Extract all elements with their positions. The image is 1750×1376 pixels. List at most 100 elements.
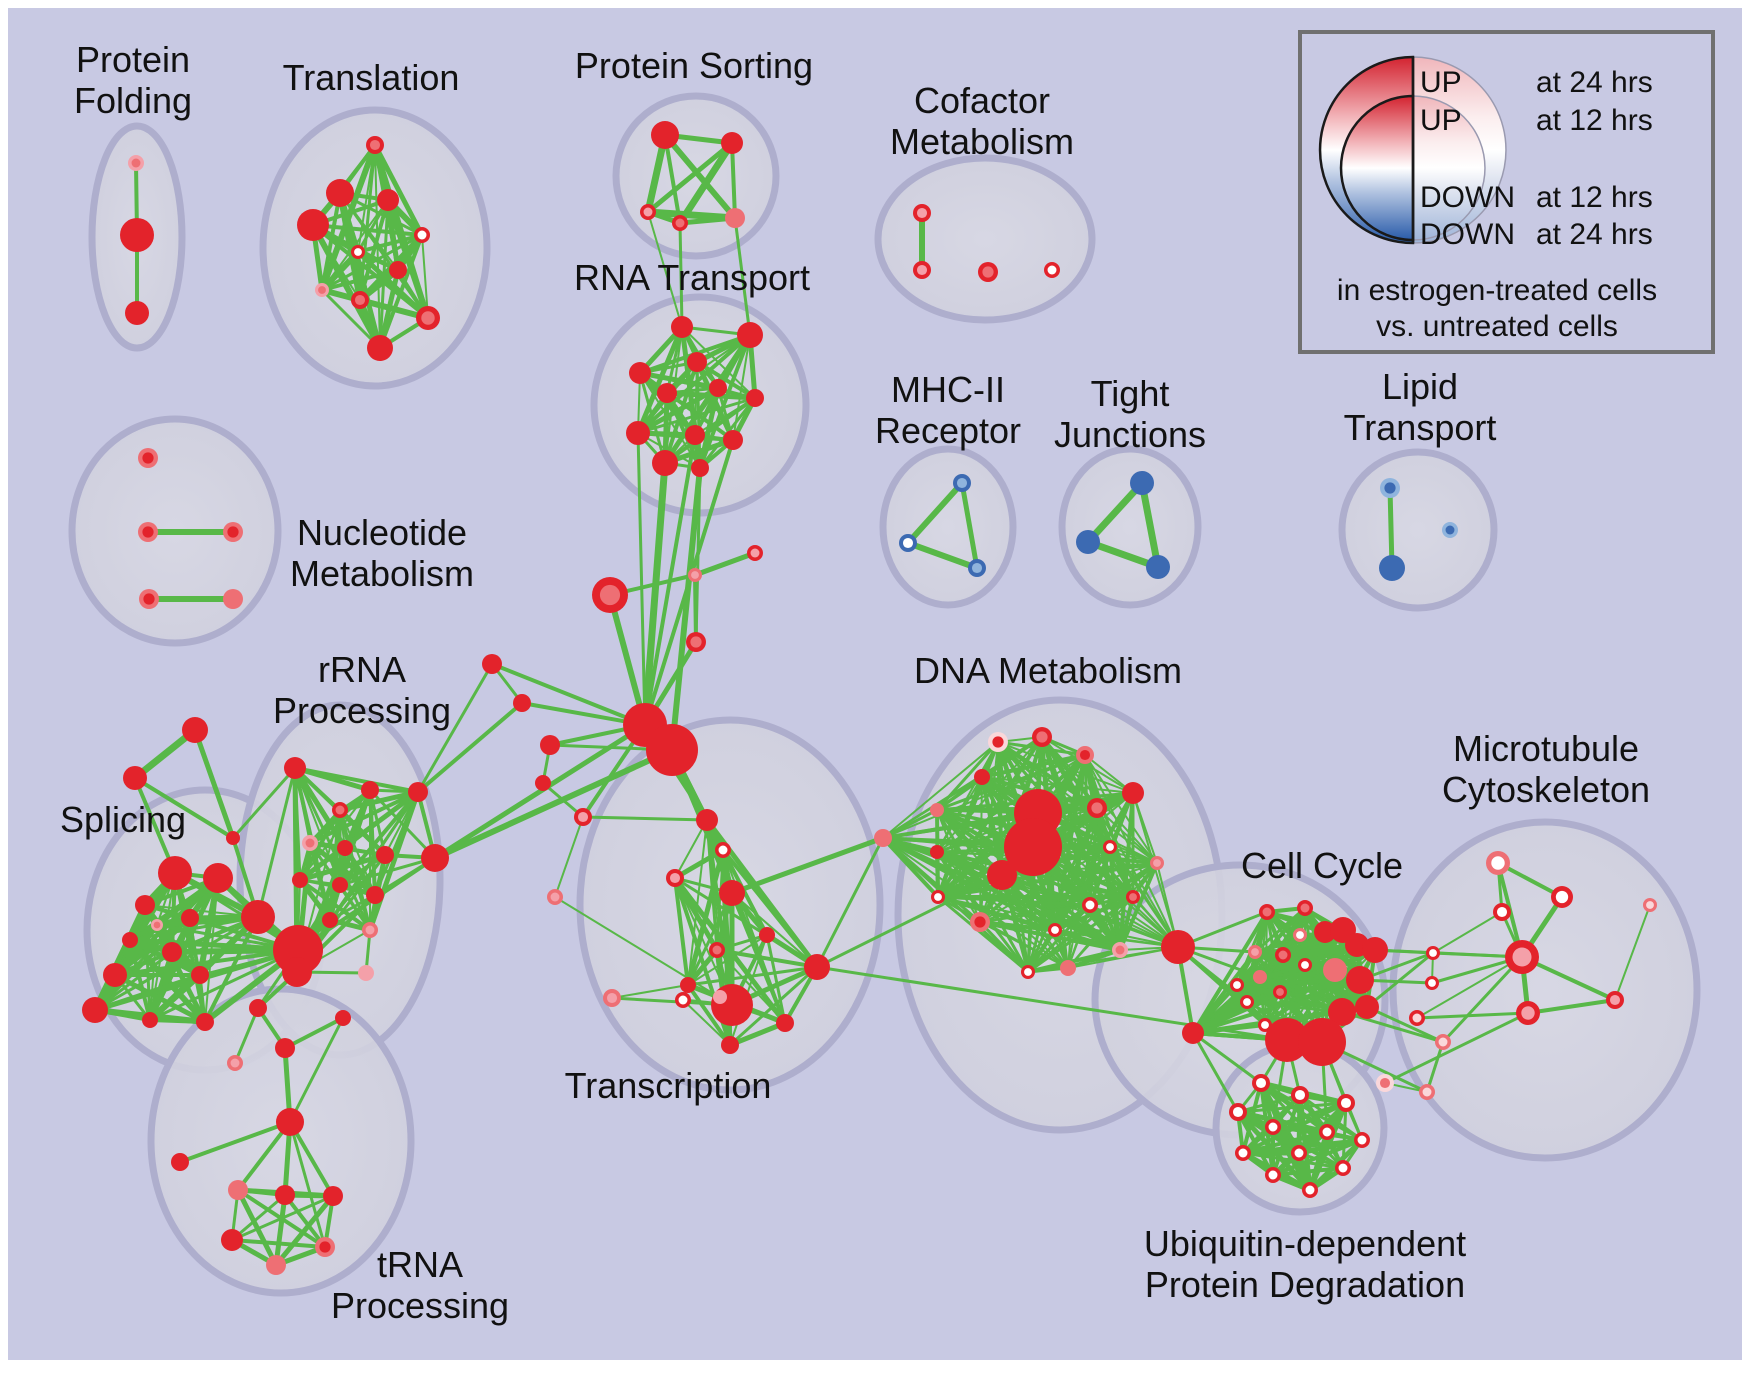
graph-node	[574, 808, 592, 826]
graph-node	[974, 769, 990, 785]
graph-node	[326, 179, 354, 207]
node-inner-core	[606, 992, 618, 1004]
graph-edge	[1432, 911, 1503, 954]
node-outer-ring	[361, 781, 379, 799]
legend-node-glyph	[1339, 94, 1415, 242]
node-outer-ring	[721, 132, 743, 154]
graph-node	[721, 132, 743, 154]
graph-edge	[765, 933, 787, 1025]
graph-node	[874, 829, 892, 847]
graph-node	[366, 136, 384, 154]
graph-edge	[288, 1016, 345, 1124]
node-outer-ring	[103, 963, 127, 987]
node-inner-core	[1512, 947, 1532, 967]
graph-node	[652, 450, 678, 476]
graph-edge	[1365, 1005, 1445, 1044]
node-outer-ring	[685, 425, 705, 445]
node-outer-ring	[335, 1010, 351, 1026]
graph-node	[275, 1185, 295, 1205]
node-inner-core	[1340, 1097, 1352, 1109]
graph-node	[226, 831, 240, 845]
node-inner-core	[934, 893, 942, 901]
cluster-label-translation: Translation	[283, 57, 460, 98]
graph-edge	[905, 480, 965, 546]
graph-edge	[283, 1193, 327, 1249]
graph-edge	[1416, 956, 1523, 1019]
graph-node	[228, 1180, 248, 1200]
node-inner-core	[1379, 1077, 1391, 1089]
graph-edge	[715, 933, 769, 952]
graph-node	[421, 844, 449, 872]
node-inner-core	[643, 207, 653, 217]
graph-edge	[935, 850, 940, 899]
graph-edge	[230, 1193, 287, 1242]
graph-node	[302, 835, 318, 851]
graph-edge	[1614, 904, 1651, 1001]
legend: UP at 24 hrs UP at 12 hrs DOWN at 12 hrs DOWN a…	[1298, 30, 1715, 354]
graph-node	[297, 209, 329, 241]
cluster-label-nucleotide-metabolism: Nucleotide	[297, 512, 467, 553]
node-inner-core	[1268, 1170, 1278, 1180]
node-outer-ring	[1298, 1018, 1346, 1066]
graph-edge	[936, 895, 1030, 974]
node-outer-ring	[1265, 1018, 1309, 1062]
graph-edge	[296, 856, 437, 952]
graph-node	[719, 880, 745, 906]
node-outer-ring	[120, 218, 154, 252]
graph-node	[275, 1038, 295, 1058]
node-inner-core	[1233, 981, 1241, 989]
node-outer-ring	[158, 856, 192, 890]
graph-node	[1493, 903, 1511, 921]
graph-edge	[490, 662, 647, 727]
graph-node	[135, 895, 155, 915]
graph-edge	[416, 701, 524, 794]
graph-edge	[127, 937, 208, 1025]
graph-edge	[148, 1018, 207, 1024]
graph-edge	[1235, 983, 1344, 1014]
graph-node	[266, 1255, 286, 1275]
node-inner-core	[1429, 949, 1437, 957]
graph-node	[721, 1036, 739, 1054]
graph-node	[686, 632, 706, 652]
graph-node	[776, 1014, 794, 1032]
cluster-label-trna-processing: tRNA	[377, 1244, 463, 1285]
graph-node	[249, 999, 267, 1017]
graph-edge	[1383, 1011, 1530, 1085]
graph-node	[629, 362, 651, 384]
graph-edge	[729, 934, 768, 1046]
graph-node	[1376, 1074, 1394, 1092]
graph-node	[191, 966, 209, 984]
node-inner-core	[1300, 903, 1310, 913]
node-outer-ring	[203, 863, 233, 893]
graph-node	[171, 1153, 189, 1171]
graph-node	[1419, 1084, 1435, 1100]
node-outer-ring	[1182, 1022, 1204, 1044]
graph-edge	[230, 1238, 327, 1249]
graph-node	[1252, 1074, 1270, 1092]
graph-node	[315, 283, 329, 297]
node-outer-ring	[123, 766, 147, 790]
graph-edge	[674, 819, 708, 879]
graph-edge	[554, 896, 733, 1006]
node-inner-core	[1555, 890, 1569, 904]
cluster-label-microtubule-cytoskeleton: Microtubule	[1453, 728, 1639, 769]
graph-edge	[203, 915, 260, 1024]
node-inner-core	[369, 139, 381, 151]
graph-node	[747, 545, 763, 561]
graph-node	[82, 997, 108, 1023]
graph-edge	[133, 776, 177, 875]
graph-edge	[1000, 873, 1030, 974]
node-inner-core	[1047, 265, 1057, 275]
cluster-label-lipid-transport: Lipid	[1382, 366, 1458, 407]
graph-edge	[981, 776, 1134, 794]
graph-node	[592, 577, 628, 613]
node-inner-core	[956, 477, 968, 489]
graph-node	[680, 977, 696, 993]
cluster-label-mhc-ii-receptor: Receptor	[875, 410, 1021, 451]
node-outer-ring	[1355, 995, 1379, 1019]
node-inner-core	[971, 562, 983, 574]
node-outer-ring	[687, 352, 707, 372]
node-inner-core	[1496, 906, 1508, 918]
graph-node	[1379, 555, 1405, 581]
graph-edge	[1027, 946, 1179, 973]
